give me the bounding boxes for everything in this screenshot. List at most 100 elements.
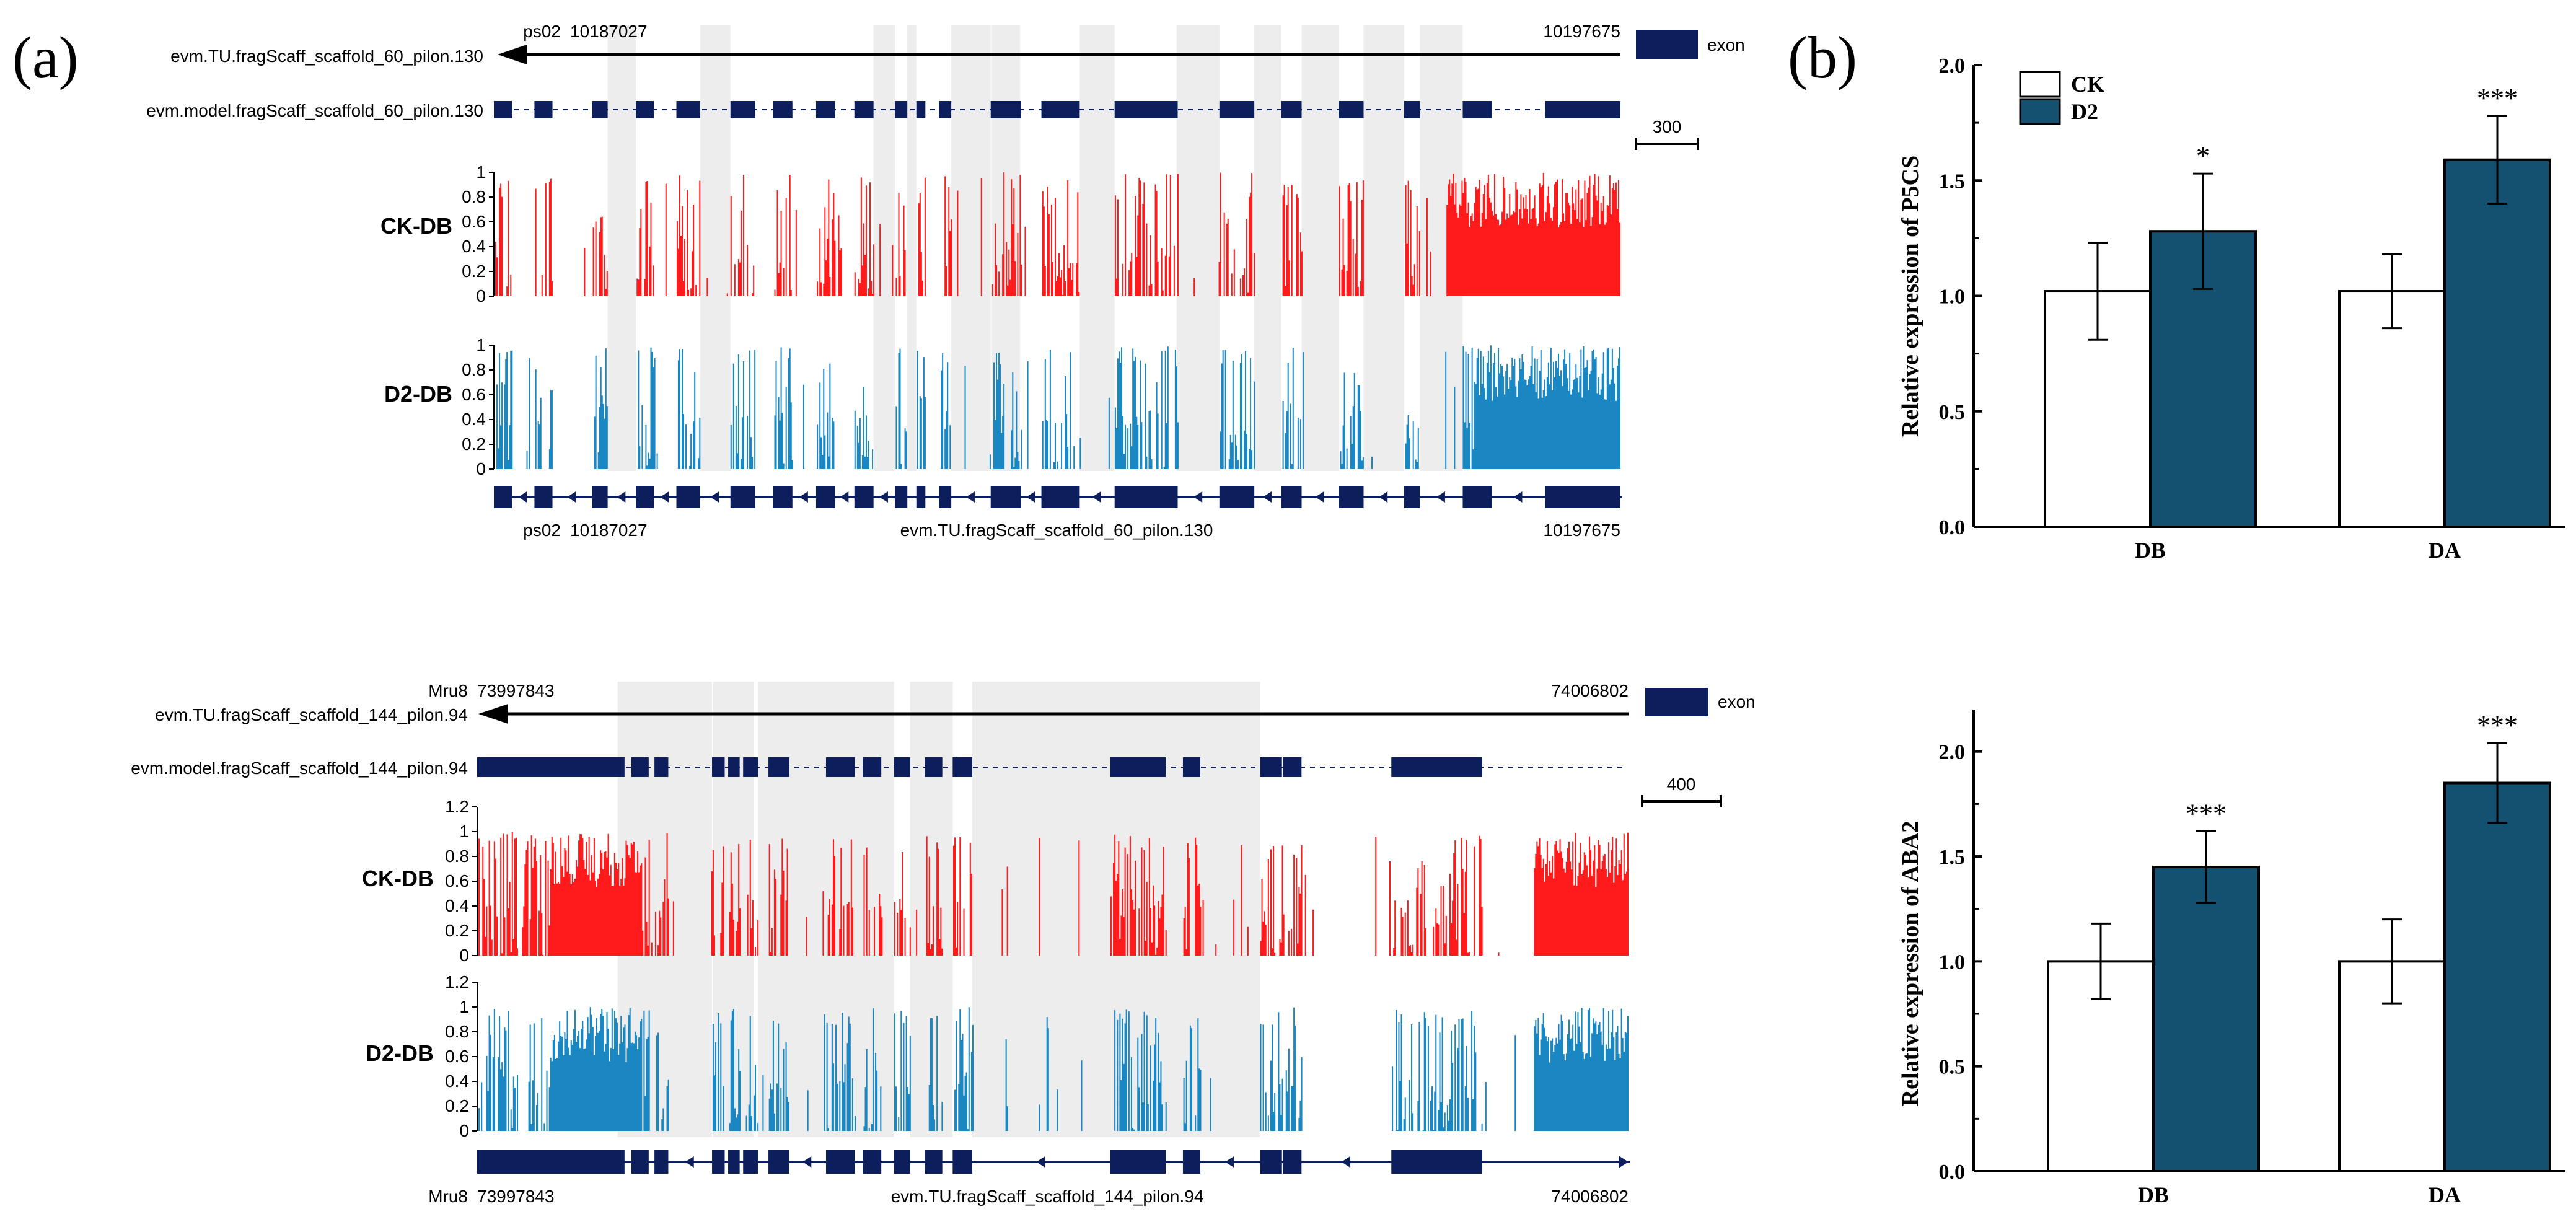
legend-swatch-ck [2019, 71, 2061, 98]
track-y-tick-label: 1 [476, 162, 486, 182]
y-ticks: 0.0 0.5 1.0 1.5 2.0 [1939, 55, 1982, 539]
exon-block [730, 101, 755, 118]
track-label-ck-db: CK-DB [380, 213, 452, 239]
exon-block [854, 101, 874, 118]
legend-swatch-d2 [2019, 98, 2061, 125]
gene-panel-aba2: Mru8 73997843 74006802 exon evm.TU.fragS… [131, 681, 1756, 1206]
exon-block [1260, 1150, 1282, 1174]
exon-block [895, 101, 908, 118]
exon-legend-label: exon [1707, 35, 1745, 55]
coverage-d2-db [477, 1007, 1629, 1131]
y-ticks: 0.0 0.5 1.0 1.5 2.0 [1939, 741, 1982, 1184]
exon-block [825, 757, 855, 777]
intron-direction-arrow [802, 1156, 812, 1168]
exon-block [990, 101, 1021, 118]
bottom-arrow-end [1611, 491, 1620, 503]
intron-direction-arrow [660, 491, 669, 503]
exon-block [1219, 101, 1255, 118]
exon-block [895, 486, 908, 508]
intron-direction-arrow [710, 491, 719, 503]
exon-block [768, 1150, 789, 1174]
bar-ck-db [2047, 960, 2155, 1172]
x-tick-label-da: DA [2429, 1182, 2461, 1207]
intron-direction-arrow [1225, 1156, 1234, 1168]
bottom-exons [494, 486, 1620, 508]
exon-block [1041, 101, 1080, 118]
significance-mark: * [2196, 141, 2210, 171]
exon-block [592, 486, 608, 508]
scale-bar-label: 300 [1653, 117, 1682, 136]
start-coord-bottom: 10187027 [570, 521, 648, 540]
track-y-tick-label: 0.6 [445, 871, 469, 891]
y-tick-label: 2.0 [1939, 741, 1966, 764]
bottom-arrow-end [1619, 1156, 1629, 1168]
exon-block [712, 757, 725, 777]
track-y-tick-label: 0.4 [445, 1071, 469, 1091]
exon-block [1404, 486, 1420, 508]
y-tick-label: 0.5 [1939, 401, 1966, 424]
transcript-label-bottom: evm.TU.fragScaff_scaffold_60_pilon.130 [900, 521, 1213, 540]
exon-block [773, 101, 793, 118]
exon-block [1182, 1150, 1200, 1174]
end-coord-bottom: 10197675 [1543, 521, 1620, 540]
intron-direction-arrow [1513, 491, 1523, 503]
exon-block [1114, 486, 1178, 508]
chrom-label-bottom: Mru8 [428, 1187, 468, 1206]
exon-block [631, 757, 649, 777]
significance-mark: *** [2477, 710, 2518, 741]
exon-block [592, 101, 608, 118]
track-y-tick-label: 0.4 [462, 410, 486, 429]
shaded-intron [873, 25, 895, 471]
shaded-intron [783, 682, 826, 1137]
shaded-intron [1363, 25, 1404, 471]
coverage-area [477, 832, 1629, 956]
end-coord-bottom: 74006802 [1551, 1187, 1629, 1206]
track-label-ck-db: CK-DB [362, 866, 434, 891]
exon-block [477, 1150, 625, 1174]
exon-block [712, 1150, 725, 1174]
intron-direction-arrow [1315, 491, 1324, 503]
exon-block [1182, 757, 1200, 777]
exon-block [728, 1150, 740, 1174]
x-tick-label-db: DB [2135, 538, 2166, 563]
exon-block [1339, 101, 1364, 118]
exon-block [815, 486, 835, 508]
exon-block [477, 757, 625, 777]
track-y-tick-label: 0.2 [462, 262, 486, 281]
transcript-label-bottom: evm.TU.fragScaff_scaffold_144_pilon.94 [891, 1187, 1204, 1206]
track-y-tick-label: 0.2 [462, 434, 486, 454]
track-y-tick-label: 0.8 [462, 187, 486, 206]
shaded-intron [1301, 25, 1339, 471]
track-axis-ck: 0 0.2 0.4 0.6 0.8 1 [462, 162, 495, 306]
track-y-tick-label: 0.6 [462, 212, 486, 231]
start-coord: 73997843 [477, 681, 555, 700]
intron-direction-arrow [965, 491, 975, 503]
track-y-tick-label: 1 [476, 335, 486, 354]
exon-block [494, 101, 512, 118]
legend-label-ck: CK [2071, 72, 2104, 97]
exon-block [636, 101, 654, 118]
coverage-area [494, 345, 1620, 469]
intron-direction-arrow [567, 491, 576, 503]
panel-label-b: (b) [1788, 24, 1857, 90]
exon-block [1114, 101, 1178, 118]
exon-block [676, 486, 700, 508]
exon-block [631, 1150, 649, 1174]
track-y-tick-label: 0.4 [445, 896, 469, 915]
shaded-regions [617, 682, 1260, 1137]
exon-block [1281, 486, 1302, 508]
exon-block [1545, 486, 1620, 508]
coverage-area [477, 1007, 1629, 1131]
exon-block [1339, 486, 1364, 508]
model-label: evm.model.fragScaff_scaffold_60_pilon.13… [146, 101, 483, 120]
exon-block [952, 1150, 972, 1174]
intron-direction-arrow [1436, 491, 1445, 503]
shaded-intron [1064, 682, 1110, 1137]
end-coord: 10197675 [1543, 22, 1620, 41]
track-y-tick-label: 0.4 [462, 237, 486, 256]
track-y-tick-label: 0 [476, 459, 486, 478]
exon-block [863, 1150, 882, 1174]
model-exons [494, 101, 1620, 118]
y-tick-label: 1.5 [1939, 846, 1966, 869]
intron-direction-arrow [1262, 491, 1272, 503]
